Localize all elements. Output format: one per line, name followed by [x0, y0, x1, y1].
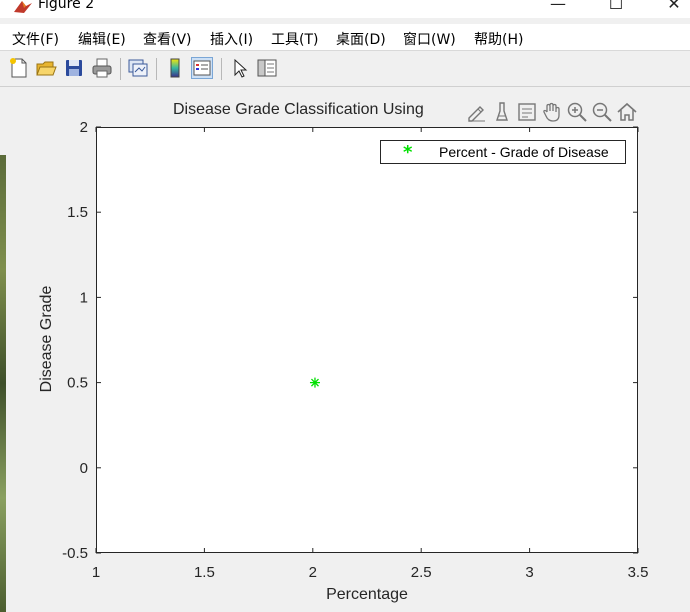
colorbar-icon[interactable] [164, 57, 186, 79]
legend-marker: * [403, 142, 413, 163]
open-file-icon[interactable] [35, 57, 57, 79]
new-figure-icon[interactable] [8, 57, 30, 79]
data-brush-icon[interactable] [491, 101, 513, 123]
legend-icon[interactable] [191, 57, 213, 79]
minimize-button[interactable]: — [550, 0, 566, 13]
window-title: Figure 2 [38, 0, 95, 12]
figure-toolbar [0, 52, 690, 87]
matlab-logo-icon [14, 0, 32, 17]
edit-plot-arrow-icon[interactable] [229, 57, 251, 79]
home-restore-icon[interactable] [616, 101, 638, 123]
data-tips-icon[interactable] [516, 101, 538, 123]
zoom-in-icon[interactable] [566, 101, 588, 123]
menu-bar: 文件(F) 编辑(E) 查看(V) 插入(I) 工具(T) 桌面(D) 窗口(W… [0, 24, 690, 51]
close-button[interactable]: ✕ [667, 0, 681, 13]
chart-legend[interactable]: * Percent - Grade of Disease [380, 140, 626, 164]
plot-axes[interactable] [96, 127, 638, 553]
pan-hand-icon[interactable] [541, 101, 563, 123]
brush-edit-icon[interactable] [466, 101, 488, 123]
chart-title: Disease Grade Classification Using [173, 101, 424, 118]
legend-entry-label: Percent - Grade of Disease [439, 144, 609, 160]
window-titlebar: Figure 2 — ☐ ✕ [0, 0, 690, 18]
y-axis-label: Disease Grade [38, 285, 55, 393]
zoom-out-icon[interactable] [591, 101, 613, 123]
menu-file[interactable]: 文件(F) [12, 32, 59, 48]
maximize-button[interactable]: ☐ [608, 0, 624, 13]
toolbar-separator [156, 58, 157, 80]
menu-edit[interactable]: 编辑(E) [78, 32, 126, 48]
print-icon[interactable] [91, 57, 113, 79]
menu-insert[interactable]: 插入(I) [210, 32, 254, 48]
menu-help[interactable]: 帮助(H) [474, 32, 524, 48]
property-inspector-icon[interactable] [256, 57, 278, 79]
background-window-edge [0, 155, 6, 612]
menu-view[interactable]: 查看(V) [143, 32, 192, 48]
menu-tools[interactable]: 工具(T) [271, 32, 319, 48]
x-axis-label: Percentage [326, 586, 408, 603]
menu-window[interactable]: 窗口(W) [403, 32, 456, 48]
toolbar-separator [120, 58, 121, 80]
toolbar-separator [221, 58, 222, 80]
save-icon[interactable] [63, 57, 85, 79]
menu-desktop[interactable]: 桌面(D) [336, 32, 386, 48]
link-plot-icon[interactable] [127, 57, 149, 79]
